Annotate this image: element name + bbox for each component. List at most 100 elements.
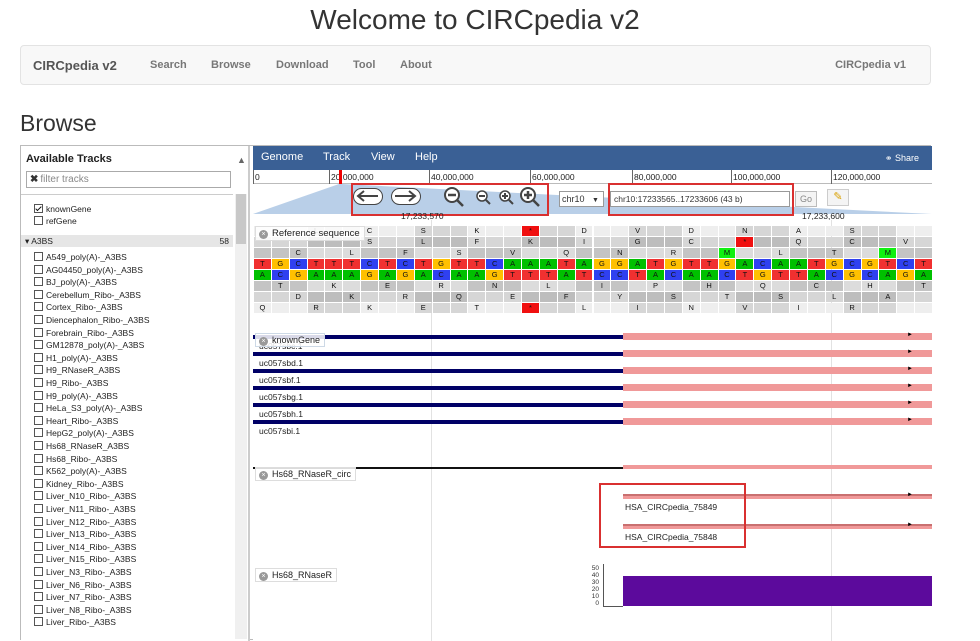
- track-checkbox-item[interactable]: Kidney_Ribo-_A3BS: [34, 478, 124, 491]
- checkbox-icon[interactable]: [34, 579, 43, 589]
- track-checkbox-item[interactable]: A549_poly(A)-_A3BS: [34, 252, 127, 264]
- checkbox-icon[interactable]: [34, 567, 43, 576]
- highlight-button[interactable]: ✎: [827, 189, 849, 206]
- track-checkbox-item[interactable]: BJ_poly(A)-_A3BS: [34, 277, 117, 289]
- checkbox-icon[interactable]: [34, 541, 43, 551]
- nav-about[interactable]: About: [400, 59, 432, 71]
- pan-left-button[interactable]: [353, 188, 383, 205]
- track-label-knowngene[interactable]: × knownGene: [255, 333, 326, 347]
- checkbox-icon[interactable]: [34, 478, 43, 488]
- checkbox-icon[interactable]: [34, 277, 43, 287]
- transcript-cds[interactable]: [623, 418, 932, 425]
- checkbox-icon[interactable]: [34, 340, 43, 350]
- checkbox-icon[interactable]: [34, 315, 43, 324]
- track-checkbox-item[interactable]: Liver_N10_Ribo-_A3BS: [34, 491, 136, 503]
- circ-feature-75849[interactable]: [623, 494, 932, 499]
- checkbox-icon[interactable]: [34, 204, 43, 213]
- nav-browse[interactable]: Browse: [211, 59, 251, 71]
- track-checkbox-item[interactable]: Liver_N15_Ribo-_A3BS: [34, 554, 136, 566]
- track-label-reference[interactable]: × Reference sequence: [255, 226, 365, 241]
- track-checkbox-item[interactable]: Cortex_Ribo-_A3BS: [34, 302, 123, 314]
- track-checkbox-item[interactable]: Liver_N14_Ribo-_A3BS: [34, 541, 136, 554]
- category-a3bs[interactable]: ▾ A3BS 58: [21, 235, 233, 247]
- checkbox-icon[interactable]: [34, 403, 43, 413]
- pan-right-button[interactable]: [391, 188, 421, 205]
- checkbox-icon[interactable]: [34, 504, 43, 513]
- track-checkbox-item[interactable]: Liver_N3_Ribo-_A3BS: [34, 567, 132, 579]
- menu-help[interactable]: Help: [415, 151, 438, 163]
- circ-feature-75848[interactable]: [623, 524, 932, 529]
- track-checkbox-item[interactable]: Liver_N12_Ribo-_A3BS: [34, 516, 136, 529]
- track-checkbox-item[interactable]: K562_poly(A)-_A3BS: [34, 466, 127, 478]
- zoom-in-small-button[interactable]: [498, 189, 514, 210]
- transcript-utr[interactable]: [253, 386, 623, 390]
- zoom-out-small-button[interactable]: [475, 189, 491, 210]
- checkbox-icon[interactable]: [34, 466, 43, 476]
- track-checkbox-knowngene[interactable]: knownGene: [34, 204, 91, 216]
- zoom-out-big-button[interactable]: [443, 186, 465, 213]
- track-checkbox-item[interactable]: Liver_N7_Ribo-_A3BS: [34, 592, 132, 604]
- track-checkbox-item[interactable]: Forebrain_Ribo-_A3BS: [34, 327, 134, 340]
- track-label-circ[interactable]: × Hs68_RNaseR_circ: [255, 467, 357, 481]
- checkbox-icon[interactable]: [34, 390, 43, 400]
- checkbox-icon[interactable]: [34, 327, 43, 337]
- checkbox-icon[interactable]: [34, 441, 43, 450]
- transcript-utr[interactable]: [253, 352, 623, 356]
- track-checkbox-item[interactable]: Liver_N13_Ribo-_A3BS: [34, 529, 136, 541]
- nav-search[interactable]: Search: [150, 59, 187, 71]
- close-track-icon[interactable]: ×: [259, 471, 268, 480]
- checkbox-icon[interactable]: [34, 554, 43, 564]
- checkbox-icon[interactable]: [34, 352, 43, 362]
- checkbox-icon[interactable]: [34, 378, 43, 387]
- track-checkbox-refgene[interactable]: refGene: [34, 216, 77, 228]
- track-checkbox-item[interactable]: AG04450_poly(A)-_A3BS: [34, 264, 143, 277]
- transcript-cds[interactable]: [623, 333, 932, 340]
- sidebar-scrollbar[interactable]: [235, 194, 247, 639]
- transcript-cds[interactable]: [623, 401, 932, 408]
- checkbox-icon[interactable]: [34, 264, 43, 274]
- track-checkbox-item[interactable]: Liver_N11_Ribo-_A3BS: [34, 504, 136, 516]
- checkbox-icon[interactable]: [34, 302, 43, 312]
- location-input[interactable]: chr10:17233565..17233606 (43 b): [610, 191, 790, 207]
- checkbox-icon[interactable]: [34, 252, 43, 261]
- close-track-icon[interactable]: ×: [259, 572, 268, 581]
- track-checkbox-item[interactable]: GM12878_poly(A)-_A3BS: [34, 340, 144, 352]
- track-checkbox-item[interactable]: H9_RNaseR_A3BS: [34, 365, 120, 377]
- track-checkbox-item[interactable]: HeLa_S3_poly(A)-_A3BS: [34, 403, 142, 415]
- overview-ruler[interactable]: 0 20,000,000 40,000,000 60,000,000 80,00…: [253, 170, 932, 184]
- go-button[interactable]: Go: [795, 191, 817, 207]
- track-checkbox-item[interactable]: Heart_Ribo-_A3BS: [34, 415, 118, 428]
- checkbox-icon[interactable]: [34, 617, 43, 627]
- checkbox-icon[interactable]: [34, 592, 43, 602]
- track-checkbox-item[interactable]: Hs68_Ribo-_A3BS: [34, 453, 117, 466]
- menu-genome[interactable]: Genome: [261, 151, 304, 163]
- track-label-coverage[interactable]: × Hs68_RNaseR: [255, 568, 338, 582]
- checkbox-icon[interactable]: [34, 604, 43, 614]
- transcript-cds[interactable]: [623, 384, 932, 391]
- track-checkbox-item[interactable]: H9_Ribo-_A3BS: [34, 378, 108, 390]
- chromosome-select[interactable]: chr10 ▼: [559, 191, 604, 207]
- nav-download[interactable]: Download: [276, 59, 329, 71]
- close-track-icon[interactable]: ×: [259, 337, 268, 346]
- transcript-cds[interactable]: [623, 367, 932, 374]
- nav-tool[interactable]: Tool: [353, 59, 376, 71]
- checkbox-icon[interactable]: [34, 415, 43, 425]
- nav-circpedia-v1[interactable]: CIRCpedia v1: [835, 59, 906, 71]
- track-checkbox-item[interactable]: H9_poly(A)-_A3BS: [34, 390, 118, 403]
- collapse-caret-icon[interactable]: ▲: [237, 155, 246, 165]
- checkbox-icon[interactable]: [34, 491, 43, 501]
- scrollbar-thumb[interactable]: [236, 194, 246, 244]
- checkbox-icon[interactable]: [34, 289, 43, 299]
- transcript-utr[interactable]: [253, 403, 623, 407]
- transcript-utr[interactable]: [253, 335, 623, 339]
- track-checkbox-item[interactable]: Cerebellum_Ribo-_A3BS: [34, 289, 141, 302]
- checkbox-icon[interactable]: [34, 453, 43, 463]
- track-checkbox-item[interactable]: Liver_Ribo-_A3BS: [34, 617, 116, 629]
- transcript-cds[interactable]: [623, 350, 932, 357]
- menu-track[interactable]: Track: [323, 151, 351, 163]
- share-button[interactable]: ⚭ Share: [885, 153, 919, 164]
- transcript-utr[interactable]: [253, 369, 623, 373]
- track-checkbox-item[interactable]: Liver_N6_Ribo-_A3BS: [34, 579, 132, 592]
- clear-filter-icon[interactable]: ✖: [30, 174, 39, 185]
- track-checkbox-item[interactable]: HepG2_poly(A)-_A3BS: [34, 428, 134, 440]
